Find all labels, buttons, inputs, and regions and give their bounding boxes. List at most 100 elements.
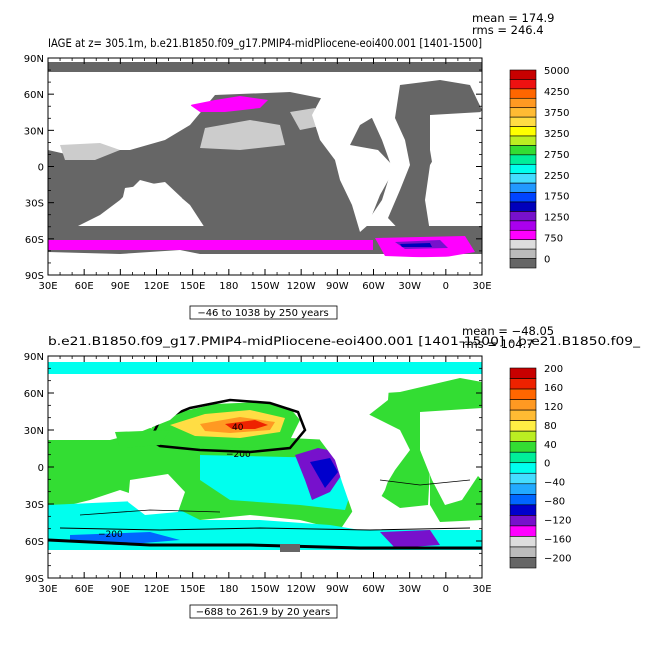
bottom-colorbar-label: 0 xyxy=(544,459,550,470)
top-colorbar-swatch xyxy=(509,79,537,90)
bottom-colorbar-swatch xyxy=(509,420,537,432)
top-y-tick-label: 60S xyxy=(25,235,44,246)
bottom-axes: 30E 60E 90E 120E 150E 180 150W 120W 90W 60W 30W 0 30… xyxy=(24,352,492,595)
bottom-colorbar-swatch xyxy=(509,451,537,464)
top-colorbar-label: 3250 xyxy=(544,129,569,140)
top-land-asia xyxy=(48,72,205,145)
top-x-tick-label: 60E xyxy=(75,281,94,292)
bottom-x-tick-label: 120W xyxy=(287,584,316,595)
top-colorbar-swatch xyxy=(509,135,537,146)
top-colorbar-swatch xyxy=(509,248,537,259)
bottom-y-tick-label: 60S xyxy=(25,537,44,548)
bottom-colorbar: 200 160 120 80 40 0 −40 −80 −120 −160 −200 xyxy=(509,364,571,569)
bottom-land-asia xyxy=(48,374,205,440)
top-mean: mean = 174.9 xyxy=(472,11,554,25)
top-x-tick-label: 60W xyxy=(362,281,385,292)
bottom-contour-label-40: 40 xyxy=(232,423,244,433)
top-colorbar-swatch xyxy=(509,163,537,175)
bottom-x-tick-label: 90E xyxy=(111,584,130,595)
bottom-colorbar-label: −40 xyxy=(544,478,565,489)
bottom-colorbar-label: 120 xyxy=(544,402,563,413)
bottom-colorbar-label: −160 xyxy=(544,535,571,546)
bottom-contour-info-box xyxy=(189,604,338,619)
top-y-tick-label: 90S xyxy=(25,271,44,282)
bottom-colorbar-swatch xyxy=(509,367,537,379)
bottom-colorbar-swatch xyxy=(509,388,537,400)
top-colorbar-swatch xyxy=(509,182,537,193)
top-colorbar-swatch xyxy=(509,229,537,241)
bottom-colorbar-swatch xyxy=(509,557,537,569)
bottom-x-tick-label: 120E xyxy=(144,584,169,595)
top-x-tick-label: 30W xyxy=(398,281,421,292)
top-colorbar-label: 750 xyxy=(544,234,563,245)
bottom-colorbar-swatch xyxy=(509,494,537,506)
top-y-tick-label: 30N xyxy=(24,126,44,137)
bottom-x-tick-label: 150E xyxy=(180,584,205,595)
top-colorbar-label: 3750 xyxy=(544,108,569,119)
bottom-colorbar-swatch xyxy=(509,525,537,537)
bottom-colorbar-label: 160 xyxy=(544,383,563,394)
top-colorbar-swatch xyxy=(509,126,537,137)
top-colorbar-swatch xyxy=(509,116,537,127)
bottom-colorbar-swatch xyxy=(509,430,537,442)
bottom-colorbar-swatch xyxy=(509,378,537,390)
top-colorbar: 5000 4250 3750 3250 2750 2250 1750 1250 750 0 xyxy=(509,66,569,269)
bottom-x-tick-label: 60W xyxy=(362,584,385,595)
top-colorbar-label: 5000 xyxy=(544,66,569,77)
bottom-colorbar-swatch xyxy=(509,504,537,516)
bottom-colorbar-label: 40 xyxy=(544,440,557,451)
bottom-mean: mean = −48.05 xyxy=(462,324,554,338)
bottom-colorbar-swatch xyxy=(509,472,537,485)
top-colorbar-swatch xyxy=(509,107,537,118)
top-title: IAGE at z= 305.1m, b.e21.B1850.f09_g17.P… xyxy=(48,36,482,50)
top-x-tick-label: 180 xyxy=(219,281,238,292)
bottom-map xyxy=(48,356,482,578)
bottom-panel: b.e21.B1850.f09_g17.PMIP4-midPliocene-eo… xyxy=(24,324,640,619)
bottom-land-americas xyxy=(312,374,395,528)
bottom-title: b.e21.B1850.f09_g17.PMIP4-midPliocene-eo… xyxy=(48,334,640,348)
top-colorbar-swatch xyxy=(509,97,537,109)
top-x-tick-label: 120E xyxy=(144,281,169,292)
bottom-y-tick-label: 90S xyxy=(25,574,44,585)
bottom-x-tick-label: 30E xyxy=(38,584,57,595)
bottom-land-australia xyxy=(128,474,185,515)
top-colorbar-label: 1750 xyxy=(544,192,569,203)
bottom-colorbar-swatch xyxy=(509,441,537,453)
bottom-colorbar-swatch xyxy=(509,536,537,548)
bottom-y-tick-label: 0 xyxy=(38,463,44,474)
bottom-colorbar-label: 200 xyxy=(544,364,563,375)
top-colorbar-swatch xyxy=(509,145,537,156)
top-colorbar-swatch xyxy=(509,211,537,222)
top-magenta-north xyxy=(190,96,268,112)
top-land-antarctica xyxy=(48,250,482,275)
top-y-tick-label: 90N xyxy=(24,54,44,65)
top-x-tick-label: 120W xyxy=(287,281,316,292)
top-colorbar-swatch xyxy=(509,192,537,203)
top-colorbar-label: 2750 xyxy=(544,150,569,161)
top-colorbar-swatch xyxy=(509,220,537,231)
top-colorbar-label: 0 xyxy=(544,255,550,266)
top-colorbar-swatch xyxy=(509,201,537,212)
top-panel: IAGE at z= 305.1m, b.e21.B1850.f09_g17.P… xyxy=(24,11,569,320)
bottom-colorbar-label: 80 xyxy=(544,421,557,432)
bottom-colorbar-label: −200 xyxy=(544,553,571,564)
top-axes: 30E 60E 90E 120E 150E 180 150W 120W 90W 60W 30W 0 30… xyxy=(24,54,492,292)
top-colorbar-label: 1250 xyxy=(544,213,569,224)
bottom-y-tick-label: 60N xyxy=(24,389,44,400)
bottom-y-tick-label: 30N xyxy=(24,426,44,437)
bottom-x-tick-label: 60E xyxy=(75,584,94,595)
top-y-tick-label: 60N xyxy=(24,90,44,101)
top-light-band xyxy=(200,120,285,150)
bottom-contour-label-m200-a: −200 xyxy=(226,450,251,460)
top-colorbar-swatch xyxy=(509,88,537,99)
bottom-y-tick-label: 30S xyxy=(25,500,44,511)
top-x-tick-label: 0 xyxy=(443,281,449,292)
top-colorbar-label: 2250 xyxy=(544,171,569,182)
top-colorbar-swatch xyxy=(509,173,537,184)
bottom-x-tick-label: 90W xyxy=(326,584,349,595)
bottom-colorbar-swatch xyxy=(509,409,537,421)
top-ocean-pacific xyxy=(48,92,392,240)
bottom-land-antarctica xyxy=(48,552,482,578)
bottom-x-tick-label: 30E xyxy=(472,584,491,595)
